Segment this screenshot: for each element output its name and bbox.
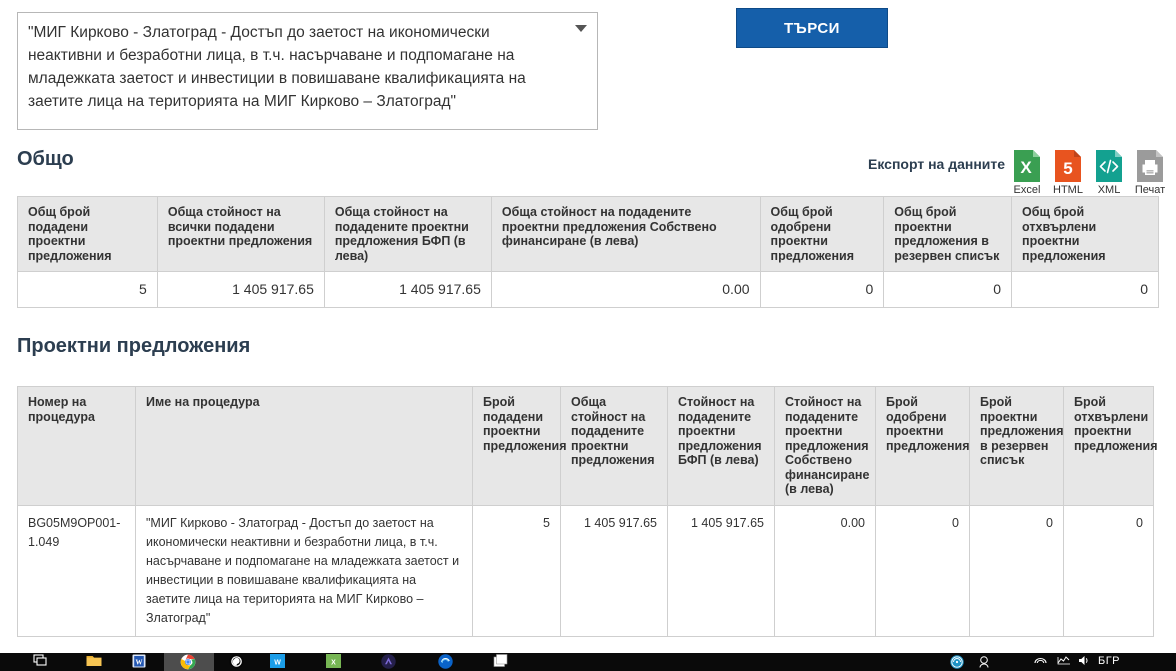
svg-text:X: X	[1020, 158, 1032, 177]
svg-text:W: W	[274, 660, 281, 667]
svg-text:X: X	[331, 660, 336, 667]
svg-text:W: W	[136, 659, 143, 667]
svg-text:5: 5	[1063, 159, 1072, 178]
